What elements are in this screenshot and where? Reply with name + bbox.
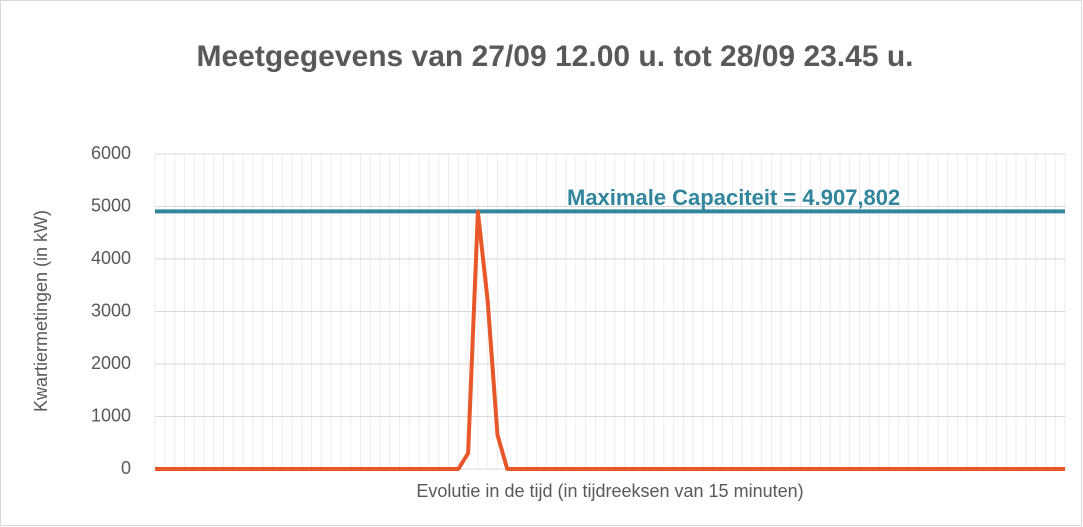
marks bbox=[155, 209, 1065, 471]
y-tick-label: 3000 bbox=[91, 300, 131, 320]
y-axis-label: Kwartiermetingen (in kW) bbox=[31, 210, 51, 412]
y-tick-label: 2000 bbox=[91, 353, 131, 373]
y-tick-label: 6000 bbox=[91, 143, 131, 163]
y-tick-label: 0 bbox=[121, 458, 131, 478]
y-tick-label: 4000 bbox=[91, 248, 131, 268]
reference-label: Maximale Capaciteit = 4.907,802 bbox=[567, 185, 900, 210]
y-tick-label: 1000 bbox=[91, 405, 131, 425]
y-tick-label: 5000 bbox=[91, 195, 131, 215]
x-axis-label: Evolutie in de tijd (in tijdreeksen van … bbox=[416, 481, 803, 501]
chart-title: Meetgegevens van 27/09 12.00 u. tot 28/0… bbox=[196, 40, 914, 73]
data-line bbox=[155, 209, 1065, 471]
